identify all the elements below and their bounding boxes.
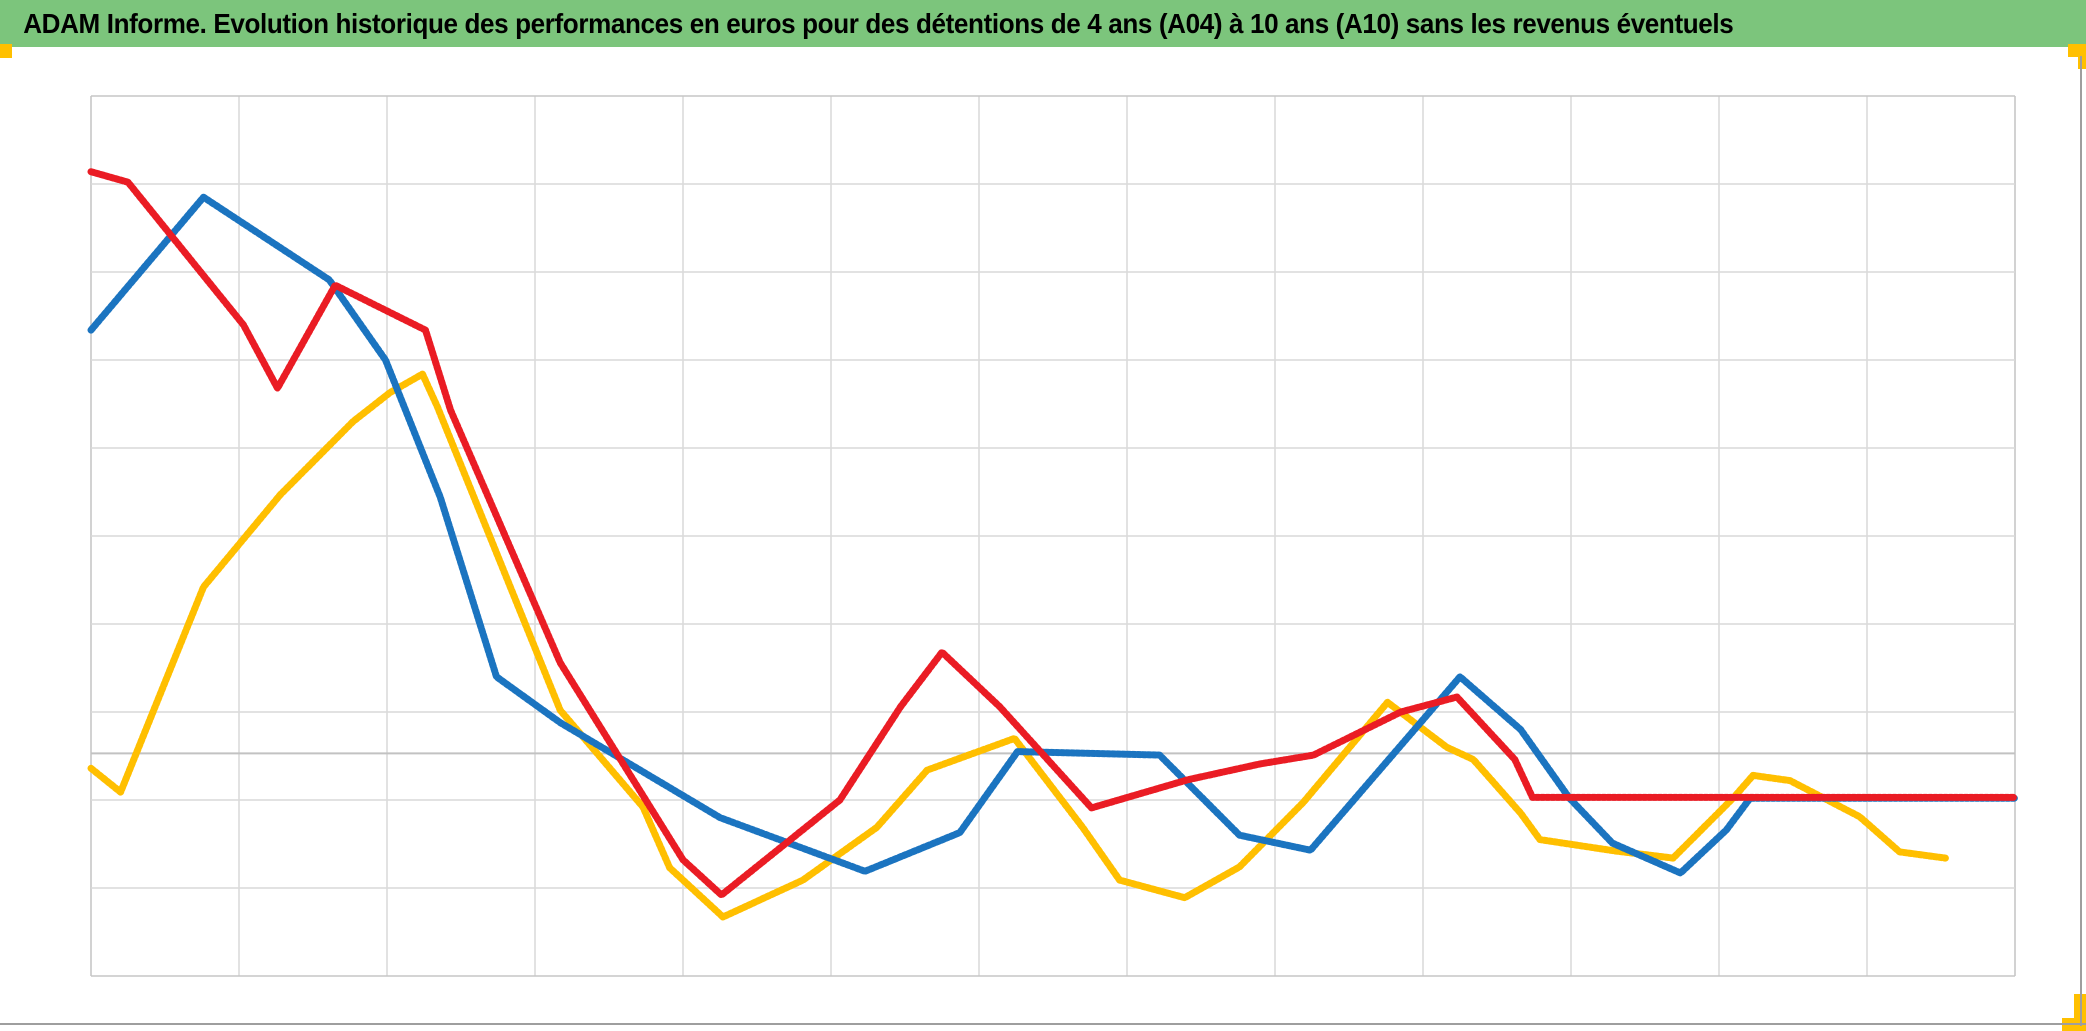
page-break-marker-top-left: [0, 44, 12, 58]
sheet-right-border: [2080, 56, 2082, 1026]
page-break-marker-top-right-2: [2078, 44, 2086, 69]
title-bar: ADAM Informe. Evolution historique des p…: [0, 0, 2086, 47]
series-red-line[interactable]: [87, 168, 2019, 899]
page-title: ADAM Informe. Evolution historique des p…: [23, 7, 1734, 39]
series-blue-line[interactable]: [87, 193, 2019, 877]
sheet-bottom-border: [0, 1023, 2086, 1025]
series-yellow-line[interactable]: [87, 370, 1949, 921]
